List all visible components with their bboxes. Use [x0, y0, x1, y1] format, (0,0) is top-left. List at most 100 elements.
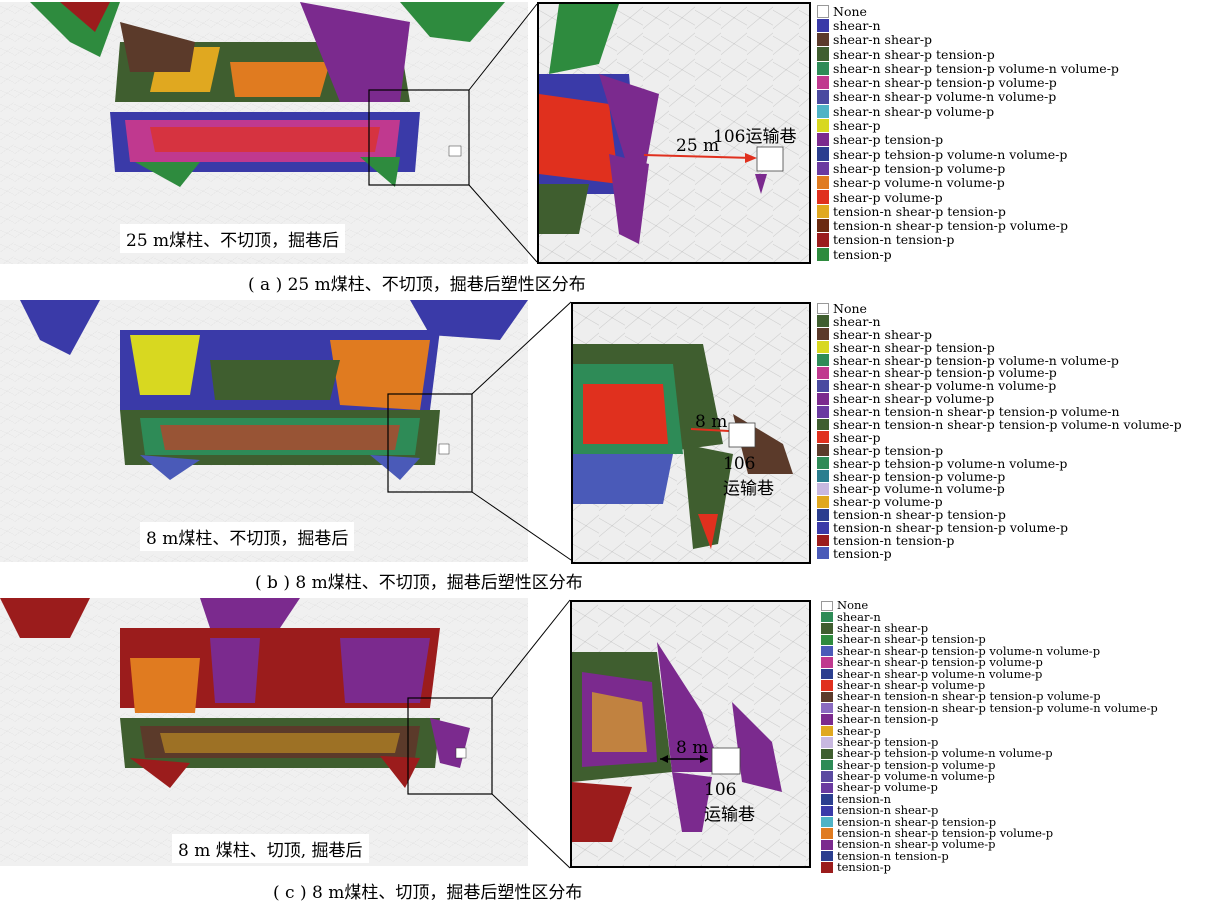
- legend-label: None: [837, 598, 869, 613]
- legend-item: shear-p: [821, 724, 1158, 737]
- legend-item: shear-p tehsion-p volume-n volume-p: [817, 147, 1119, 161]
- legend-label: shear-n shear-p tension-p: [833, 339, 995, 355]
- legend-item: shear-n shear-p volume-n volume-p: [817, 90, 1119, 104]
- legend-swatch: [821, 782, 833, 794]
- legend-label: shear-n shear-p tension-p: [837, 632, 986, 647]
- legend-label: shear-n shear-p volume-n volume-p: [833, 378, 1057, 394]
- legend-label: shear-p: [833, 118, 881, 134]
- legend-swatch: [817, 204, 829, 218]
- legend-label: shear-p volume-n volume-p: [833, 481, 1005, 497]
- legend-label: shear-n shear-p tension-p volume-p: [837, 655, 1043, 670]
- legend-label: tension-n tension-p: [833, 232, 955, 248]
- legend-item: shear-n shear-p volume-p: [821, 678, 1158, 691]
- legend: None shear-n shear-n shear-p shear-n shear-…: [817, 4, 1119, 261]
- legend-item: shear-p tehsion-p volume-n volume-p: [821, 747, 1158, 760]
- legend-swatch: [817, 4, 829, 18]
- legend-swatch: [817, 133, 829, 147]
- zoom-plastic-zone-shapes: [573, 344, 793, 549]
- legend-swatch: [817, 508, 829, 521]
- legend-label: shear-p volume-p: [833, 494, 943, 510]
- zoom-plastic-zone-shapes: [539, 4, 784, 244]
- legend-item: shear-n tension-n shear-p tension-p volu…: [821, 700, 1158, 715]
- legend-label: shear-n shear-p tension-p volume-n volum…: [833, 60, 1119, 76]
- legend-label: shear-n tension-n shear-p tension-p volu…: [837, 700, 1158, 715]
- legend-swatch: [817, 457, 829, 470]
- simulation-label: 8 m煤柱、不切顶，掘巷后: [140, 522, 355, 551]
- legend-label: shear-n shear-p tension-p volume-n volum…: [833, 352, 1119, 368]
- legend-item: tension-p: [817, 247, 1119, 261]
- legend-swatch: [817, 90, 829, 104]
- legend-swatch: [821, 634, 833, 646]
- legend-swatch: [817, 218, 829, 233]
- legend-label: shear-n shear-p volume-n volume-p: [837, 666, 1043, 681]
- legend-swatch: [821, 657, 833, 668]
- legend-item: tension-n shear-p tension-p volume-p: [817, 521, 1182, 534]
- legend-label: tension-n tension-p: [833, 532, 955, 548]
- legend-item: tension-n shear-p volume-p: [821, 838, 1158, 851]
- legend-item: shear-p tension-p volume-p: [817, 470, 1182, 483]
- legend-label: shear-n shear-p volume-p: [833, 391, 995, 407]
- zoom-detail-view: 8 m 106 运输巷: [571, 302, 811, 564]
- legend-swatch: [817, 470, 829, 482]
- legend-label: tension-p: [833, 246, 892, 262]
- legend-item: shear-n shear-p: [817, 328, 1182, 341]
- legend-swatch: [821, 703, 833, 714]
- distance-label: 25 m: [676, 136, 720, 156]
- legend-item: shear-n shear-p volume-n volume-p: [821, 666, 1158, 681]
- legend-swatch: [821, 691, 833, 703]
- distance-label: 8 m: [676, 738, 709, 758]
- legend-swatch: [821, 839, 833, 851]
- legend-item: shear-n shear-p tension-p volume-n volum…: [821, 643, 1158, 658]
- caption: ( a ) 25 m煤柱、不切顶，掘巷后塑性区分布: [248, 275, 586, 295]
- plastic-zone-shapes: [0, 598, 470, 788]
- legend-swatch: [817, 482, 829, 495]
- plastic-zone-shapes: [30, 2, 505, 187]
- legend-swatch: [817, 431, 829, 444]
- zoom-detail-view: 25 m 106运输巷: [537, 2, 811, 264]
- legend-label: tension-n shear-p tension-p: [833, 507, 1006, 523]
- legend-item: tension-n: [821, 791, 1158, 806]
- legend-swatch: [817, 392, 829, 405]
- legend-swatch: [817, 328, 829, 341]
- legend-swatch: [817, 534, 829, 547]
- legend-label: shear-n shear-p tension-p volume-n volum…: [837, 643, 1101, 658]
- legend-item: shear-n shear-p tension-p: [821, 632, 1158, 647]
- legend-label: shear-p tension-p: [833, 132, 944, 148]
- legend-item: tension-n tension-p: [817, 534, 1182, 547]
- legend-swatch: [817, 147, 829, 161]
- legend-item: shear-p tension-p: [817, 444, 1182, 457]
- legend-label: tension-n: [837, 791, 892, 806]
- legend-swatch: [821, 748, 833, 759]
- legend-item: shear-p tension-p: [821, 734, 1158, 749]
- legend-label: tension-n shear-p tension-p volume-p: [837, 826, 1054, 841]
- zoom-connector-lines: [368, 3, 538, 263]
- panel-a: 25 m煤柱、不切顶，掘巷后 25 m 106运输巷 None shear-n sh…: [0, 0, 1209, 296]
- legend-item: tension-n tension-p: [817, 233, 1119, 247]
- legend-item: shear-n shear-p tension-p volume-n volum…: [817, 61, 1119, 75]
- legend-item: shear-n: [821, 610, 1158, 623]
- legend-label: shear-n shear-p: [833, 32, 933, 48]
- legend-item: shear-p volume-p: [817, 495, 1182, 508]
- legend-item: shear-n: [817, 315, 1182, 328]
- legend-label: tension-n shear-p tension-p: [837, 814, 997, 829]
- simulation-label: 8 m 煤柱、切顶, 掘巷后: [172, 834, 369, 863]
- distance-label: 8 m: [695, 412, 728, 432]
- legend-swatch: [817, 75, 829, 90]
- simulation-view: 8 m 煤柱、切顶, 掘巷后: [0, 598, 528, 866]
- legend-item: shear-p: [817, 431, 1182, 444]
- legend-label: shear-n shear-p volume-p: [833, 103, 995, 119]
- legend-swatch: [817, 444, 829, 457]
- legend-label: shear-p tension-p: [837, 734, 939, 749]
- legend-swatch: [817, 247, 829, 261]
- panel-b: 8 m煤柱、不切顶，掘巷后 8 m 106 运输巷 None shear-n she…: [0, 296, 1209, 594]
- legend-label: shear-p volume-n volume-p: [833, 175, 1005, 191]
- legend-label: shear-n shear-p: [837, 620, 929, 635]
- legend-swatch: [817, 61, 829, 75]
- legend-label: shear-p tehsion-p volume-n volume-p: [833, 146, 1068, 162]
- legend-label: shear-p tension-p: [833, 442, 944, 458]
- legend-item: tension-n shear-p tension-p: [817, 204, 1119, 218]
- legend-swatch: [817, 341, 829, 354]
- legend-swatch: [821, 805, 833, 816]
- legend-swatch: [817, 47, 829, 61]
- legend-swatch: [817, 379, 829, 392]
